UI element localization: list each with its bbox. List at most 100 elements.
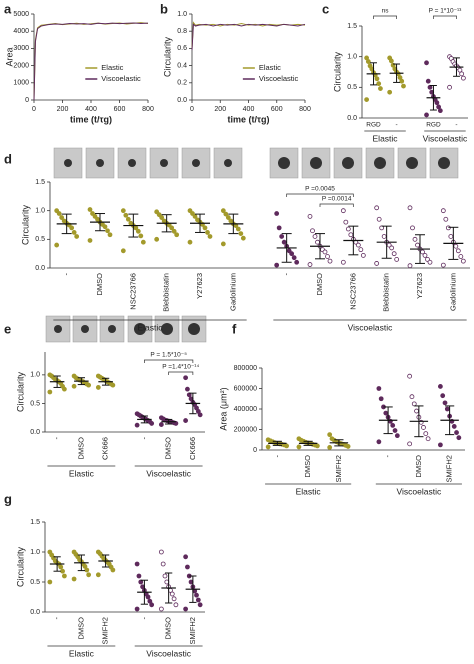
data-point — [54, 242, 60, 248]
data-point — [310, 228, 315, 234]
category-label: SMIFH2 — [101, 617, 110, 645]
data-point — [207, 234, 213, 239]
category-label: SMIFH2 — [188, 617, 197, 645]
category-label: Y27623 — [415, 273, 424, 299]
group-label: Viscoelastic — [146, 468, 191, 478]
y-tick-label: 0.2 — [177, 80, 187, 87]
data-point — [360, 252, 366, 258]
cell — [161, 323, 173, 335]
y-tick-label: 2000 — [13, 62, 29, 69]
thumbnail — [301, 147, 331, 179]
data-point — [436, 104, 442, 110]
data-point — [274, 262, 280, 268]
data-point — [71, 383, 77, 389]
group-label: Elastic — [69, 468, 95, 478]
cell — [96, 159, 104, 167]
cell — [54, 325, 62, 333]
data-point — [59, 215, 65, 220]
data-point — [225, 215, 231, 220]
category-label: DMSO — [95, 273, 104, 296]
panel-letter: a — [4, 1, 12, 16]
data-point — [183, 554, 189, 560]
data-point — [425, 436, 431, 442]
data-point — [197, 602, 203, 608]
x-tick-label: 400 — [243, 106, 255, 113]
data-point — [220, 241, 226, 247]
panel-letter: f — [232, 321, 237, 336]
y-axis-title: Circularity — [15, 372, 25, 413]
data-point — [135, 228, 141, 234]
y-tick-label: 0.0 — [30, 429, 40, 436]
data-point — [460, 75, 466, 81]
cell — [374, 157, 386, 169]
data-point — [437, 384, 443, 389]
category-label: DMSO — [315, 273, 324, 296]
y-tick-label: 0.4 — [177, 62, 187, 69]
data-point — [364, 55, 370, 61]
data-point — [171, 596, 177, 602]
data-point — [407, 263, 413, 269]
category-label: - — [139, 437, 148, 440]
data-point — [123, 212, 129, 218]
significance-bracket — [319, 203, 354, 207]
data-point — [374, 261, 380, 266]
data-point — [289, 251, 295, 257]
panel-letter: c — [322, 1, 329, 16]
data-point — [376, 216, 382, 222]
data-point — [444, 406, 450, 412]
legend-label: Elastic — [259, 63, 281, 72]
x-tick-label: 800 — [299, 106, 311, 113]
data-point — [364, 97, 370, 102]
data-point — [174, 232, 180, 238]
category-label: DMSO — [164, 617, 173, 640]
significance-label: P = 1.5*10⁻⁵ — [150, 352, 187, 359]
data-point — [451, 424, 457, 429]
data-point — [74, 234, 80, 239]
data-point — [134, 561, 140, 567]
data-point — [422, 252, 428, 258]
x-tick-label: 200 — [57, 106, 69, 113]
data-point — [425, 78, 431, 84]
x-tick-label: 0 — [190, 106, 194, 113]
data-point — [205, 230, 210, 235]
data-point — [327, 445, 333, 450]
data-point — [327, 432, 333, 438]
data-point — [365, 59, 371, 64]
data-point — [56, 211, 62, 216]
data-point — [376, 386, 382, 391]
panel-letter: g — [4, 491, 12, 506]
data-point — [220, 208, 226, 214]
data-point — [120, 248, 126, 254]
cell — [128, 159, 136, 167]
data-point — [183, 606, 189, 612]
data-point — [440, 393, 446, 399]
data-point — [82, 564, 88, 569]
data-point — [183, 375, 189, 381]
data-point — [158, 422, 164, 427]
data-point — [447, 84, 452, 90]
data-point — [460, 258, 466, 264]
data-point — [107, 232, 113, 238]
data-point — [355, 242, 361, 248]
data-point — [158, 606, 164, 612]
data-point — [69, 225, 75, 231]
x-tick-label: 600 — [271, 106, 283, 113]
data-point — [138, 233, 144, 239]
y-tick-label: 1.5 — [30, 519, 40, 526]
data-point — [415, 242, 420, 248]
thumbnails-d — [53, 147, 459, 179]
data-point — [84, 567, 90, 573]
data-point — [185, 564, 190, 570]
data-point — [345, 226, 351, 232]
significance-bracket — [144, 359, 194, 363]
data-point — [454, 430, 459, 435]
data-point — [445, 225, 451, 231]
series-line — [191, 21, 306, 49]
y-tick-label: 200000 — [234, 426, 257, 433]
group-label: Elastic — [69, 648, 95, 658]
data-point — [240, 235, 246, 241]
data-point — [173, 602, 179, 608]
category-label: DMSO — [76, 617, 85, 640]
y-axis-title: Circularity — [15, 547, 25, 588]
